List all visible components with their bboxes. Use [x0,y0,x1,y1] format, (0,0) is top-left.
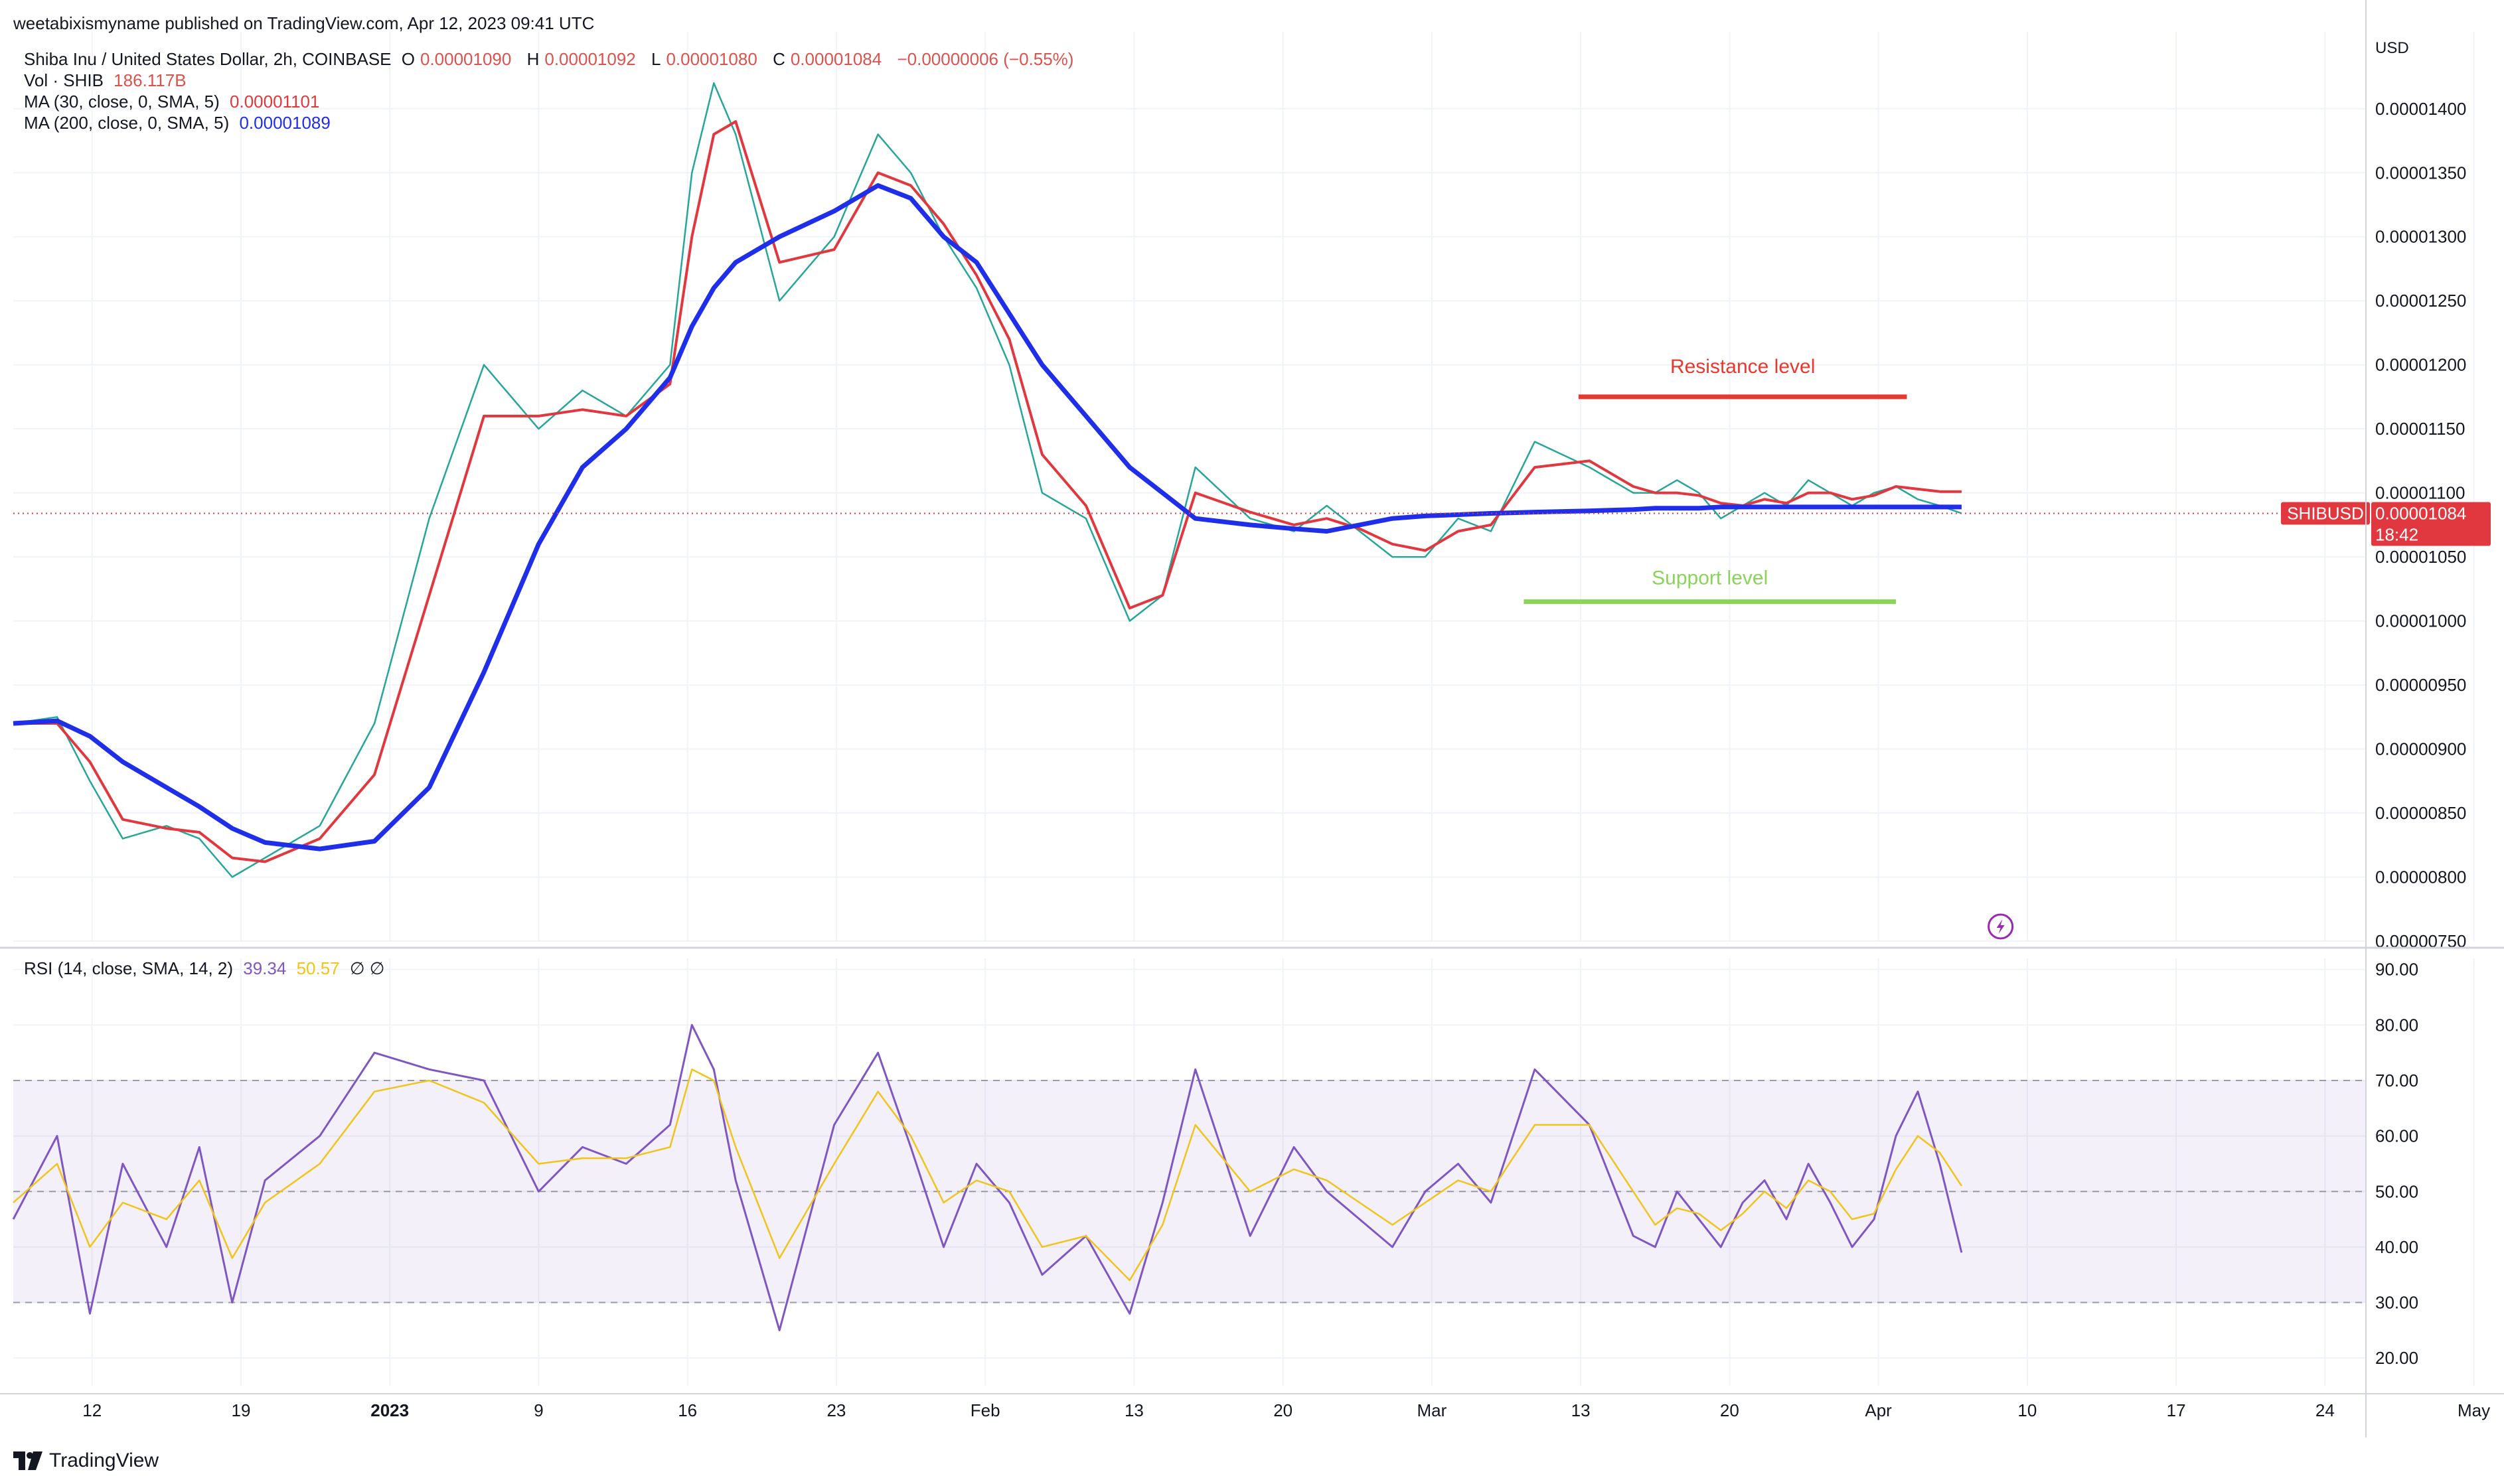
y-tick-label: 0.00001050 [2375,547,2466,567]
close-value: C 0.00001084 [773,49,887,69]
y-tick-label: 0.00000950 [2375,675,2466,695]
x-tick-label: 12 [82,1400,102,1420]
rsi-tick-label: 40.00 [2375,1237,2418,1257]
lightning-icon[interactable] [1988,913,2014,940]
low-label: L [651,49,661,69]
volume-legend: Vol · SHIB 186.117B [24,70,192,91]
rsi-label: RSI (14, close, SMA, 14, 2) [24,958,234,978]
y-tick-label: 0.00000850 [2375,803,2466,823]
x-tick-label: 17 [2167,1400,2186,1420]
volume-value: 186.117B [114,70,187,90]
y-tick-label: 0.00001100 [2375,483,2465,503]
resistance-label: Resistance level [1670,356,1815,378]
ma200-label: MA (200, close, 0, SMA, 5) [24,113,230,133]
ma30-legend: MA (30, close, 0, SMA, 5) 0.00001101 [24,92,325,112]
y-tick-label: 0.00001150 [2375,419,2465,439]
symbol-legend: Shiba Inu / United States Dollar, 2h, CO… [24,49,1079,70]
price-series-line [13,82,1962,878]
high-number: 0.00001092 [544,49,636,69]
rsi-tick-label: 70.00 [2375,1071,2418,1090]
y-tick-label: 0.00001400 [2375,99,2466,119]
rsi-sma-line [13,1069,1962,1282]
rsi-value: 39.34 [243,958,287,978]
close-number: 0.00001084 [790,49,882,69]
rsi-legend: RSI (14, close, SMA, 14, 2) 39.34 50.57 … [24,958,390,979]
y-tick-label: 0.00001000 [2375,611,2466,631]
symbol-tag [2281,502,2370,525]
ma30-line [13,120,1962,863]
x-tick-label: Feb [971,1400,1000,1420]
y-tick-label: 0.00000900 [2375,739,2466,759]
high-label: H [526,49,540,69]
price-tag [2371,502,2491,546]
rsi-axis[interactable]: 20.00 30.00 40.00 50.00 60.00 70.00 80.00 90.00 [2375,960,2418,1368]
y-tick-label: 0.00001300 [2375,227,2466,247]
x-tick-label: 23 [826,1400,846,1420]
low-value: L 0.00001080 [651,49,763,69]
x-tick-label: 13 [1125,1400,1144,1420]
rsi-band-lines [13,1080,2367,1303]
low-number: 0.00001080 [666,49,757,69]
price-axis[interactable]: USD0.000007500.000008000.000008500.00000… [2375,39,2466,951]
rsi-tick-label: 60.00 [2375,1126,2418,1146]
y-tick-label: 0.00000800 [2375,867,2466,887]
rsi-tick-label: 80.00 [2375,1015,2418,1035]
tradingview-logo-icon [13,1451,42,1470]
x-tick-label: 20 [1273,1400,1292,1420]
ma30-value: 0.00001101 [230,92,320,111]
time-axis[interactable]: 12 19 2023 9 16 23 Feb 13 20 Mar 13 20 Apr 10 17 24 May [82,1400,2490,1420]
x-tick-label: 19 [231,1400,250,1420]
currency-label: USD [2375,39,2409,57]
support-label: Support level [1652,567,1768,589]
change-value: −0.00000006 (−0.55%) [897,49,1074,69]
rsi-series-group [12,1023,1963,1331]
rsi-sma-value: 50.57 [296,958,340,978]
rsi-tick-label: 20.00 [2375,1348,2418,1368]
high-value: H 0.00001092 [527,49,641,69]
ma200-value: 0.00001089 [239,113,331,133]
x-tick-label: 2023 [370,1400,409,1420]
ma200-legend: MA (200, close, 0, SMA, 5) 0.00001089 [24,113,336,133]
x-tick-label: 16 [678,1400,697,1420]
brand-name: TradingView [49,1449,159,1471]
price-tag-value: 0.00001084 [2375,504,2466,524]
annotations-group: Resistance level Support level [1524,356,1907,605]
rsi-line [12,1023,1963,1331]
open-value: O 0.00001090 [402,49,517,69]
y-tick-label: 0.00001200 [2375,355,2466,375]
x-tick-label: 13 [1571,1400,1591,1420]
symbol-title: Shiba Inu / United States Dollar, 2h, CO… [24,49,392,69]
price-tag-countdown: 18:42 [2375,525,2418,545]
x-tick-label: Apr [1865,1400,1892,1420]
pane-separators [0,0,2504,1438]
ma200-line [13,183,1962,852]
x-tick-label: Mar [1417,1400,1447,1420]
rsi-tick-label: 30.00 [2375,1293,2418,1313]
price-series-group [13,82,2367,878]
y-tick-label: 0.00001250 [2375,291,2466,311]
x-tick-label: 20 [1720,1400,1739,1420]
x-tick-label: 10 [2017,1400,2037,1420]
rsi-tick-label: 50.00 [2375,1181,2418,1201]
rsi-hidden-icons[interactable]: ∅ ∅ [349,958,385,978]
close-label: C [773,49,785,69]
open-label: O [401,49,415,69]
symbol-tag-text: SHIBUSD [2287,504,2364,524]
lightning-bolt [1996,919,2005,934]
rsi-tick-label: 90.00 [2375,960,2418,980]
x-tick-label: May [2458,1400,2490,1420]
x-tick-label: 24 [2315,1400,2335,1420]
x-tick-label: 9 [534,1400,543,1420]
publisher-line: weetabixismyname published on TradingVie… [13,13,595,33]
ma30-label: MA (30, close, 0, SMA, 5) [24,92,220,111]
y-tick-label: 0.00001350 [2375,163,2466,183]
tradingview-brand[interactable]: TradingView [13,1449,159,1472]
open-number: 0.00001090 [420,49,512,69]
volume-label: Vol · SHIB [24,70,104,90]
